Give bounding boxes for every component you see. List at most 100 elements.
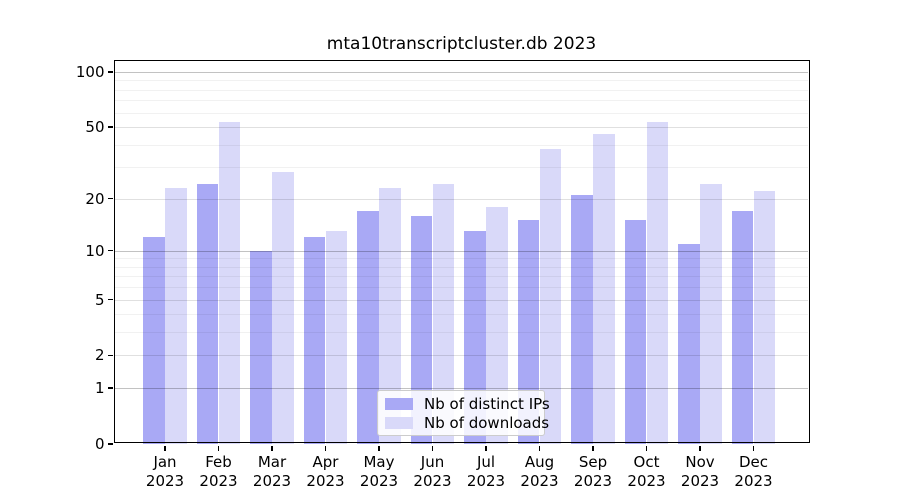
x-tick-may	[378, 445, 380, 451]
x-tick-label-sep: Sep 2023	[557, 453, 629, 490]
x-label-year: 2023	[466, 471, 506, 490]
x-tick-label-feb: Feb 2023	[183, 453, 255, 490]
bar-downloads-jun	[432, 184, 455, 444]
bar-downloads-jan	[165, 187, 187, 444]
x-tick-sep	[592, 445, 594, 451]
gridline-y-3	[115, 332, 808, 334]
x-tick-label-may: May 2023	[343, 453, 415, 490]
x-tick-jan	[164, 445, 166, 451]
x-label-year: 2023	[252, 471, 292, 490]
chart-title: mta10transcriptcluster.db 2023	[326, 34, 597, 54]
gridline-y-5	[115, 299, 808, 301]
x-tick-label-jan: Jan 2023	[129, 453, 201, 490]
bar-downloads-apr	[325, 231, 348, 444]
bar-downloads-may	[379, 187, 401, 444]
x-tick-label-jul: Jul 2023	[450, 453, 522, 490]
bar-downloads-aug	[539, 148, 562, 444]
x-label-month: Jun	[420, 453, 445, 471]
y-tick-label-10: 10	[85, 241, 105, 260]
x-label-year: 2023	[359, 471, 399, 490]
bar-ips-dec	[731, 210, 754, 444]
bar-ips-jan	[143, 237, 165, 444]
y-tick-1	[108, 387, 113, 389]
y-tick-label-100: 100	[75, 62, 105, 81]
x-tick-jun	[431, 445, 434, 451]
bar-downloads-mar	[272, 172, 294, 444]
legend-item-distinct-ips: Nb of distinct IPs	[385, 395, 550, 413]
y-tick-label-0: 0	[94, 435, 105, 453]
gridline-y-4	[115, 314, 808, 316]
gridline-y-2	[115, 355, 808, 357]
y-tick-label-2: 2	[94, 346, 105, 365]
x-tick-nov	[699, 445, 701, 451]
x-tick-oct	[645, 445, 648, 451]
x-tick-label-dec: Dec 2023	[718, 453, 790, 490]
x-label-month: Sep	[578, 453, 608, 471]
gridline-y-60	[115, 112, 808, 114]
x-tick-aug	[538, 445, 541, 451]
bar-ips-sep	[571, 194, 593, 444]
bar-ips-oct	[624, 220, 647, 444]
bar-ips-aug	[517, 220, 540, 444]
legend-label-distinct-ips: Nb of distinct IPs	[424, 394, 550, 413]
bar-ips-may	[357, 210, 379, 444]
x-label-month: Oct	[633, 453, 660, 471]
x-tick-dec	[752, 445, 755, 451]
gridline-y-10	[115, 250, 808, 252]
gridline-y-50	[115, 126, 808, 128]
legend-label-downloads: Nb of downloads	[424, 413, 550, 432]
y-tick-50	[108, 126, 113, 128]
gridline-y-40	[115, 144, 808, 146]
y-tick-label-50: 50	[85, 117, 105, 136]
y-tick-5	[108, 298, 113, 301]
x-label-month: Dec	[738, 453, 769, 471]
x-label-month: Feb	[205, 453, 232, 471]
x-label-month: Jul	[476, 453, 496, 471]
x-label-year: 2023	[145, 471, 185, 490]
bar-downloads-oct	[646, 122, 669, 444]
bar-downloads-sep	[593, 133, 615, 444]
x-label-year: 2023	[520, 471, 559, 490]
x-label-month: Nov	[685, 453, 715, 471]
gridline-y-9	[115, 258, 808, 260]
x-tick-label-oct: Oct 2023	[611, 453, 683, 490]
gridline-y-80	[115, 89, 808, 91]
x-tick-label-jun: Jun 2023	[397, 453, 469, 490]
x-label-month: Apr	[312, 453, 339, 471]
x-tick-apr	[324, 445, 327, 451]
gridline-y-20	[115, 198, 808, 200]
x-tick-label-aug: Aug 2023	[504, 453, 576, 490]
y-tick-100	[108, 71, 113, 73]
gridline-y-90	[115, 80, 808, 82]
bar-ips-mar	[250, 250, 272, 444]
y-tick-20	[108, 197, 113, 200]
x-tick-feb	[217, 445, 220, 451]
x-label-month: Jan	[153, 453, 177, 471]
y-tick-10	[108, 249, 113, 252]
y-tick-label-5: 5	[94, 290, 105, 309]
bar-ips-apr	[303, 237, 326, 444]
bar-downloads-jul	[486, 206, 508, 444]
gridline-y-100	[115, 71, 808, 73]
gridline-y-1	[115, 388, 808, 390]
x-tick-jul	[485, 445, 487, 451]
x-label-month: Aug	[524, 453, 555, 471]
bar-downloads-nov	[700, 184, 722, 444]
x-tick-mar	[271, 445, 273, 451]
x-label-month: Mar	[257, 453, 287, 471]
x-tick-label-apr: Apr 2023	[290, 453, 362, 490]
x-tick-label-mar: Mar 2023	[236, 453, 308, 490]
x-tick-label-nov: Nov 2023	[664, 453, 736, 490]
gridline-y-70	[115, 100, 808, 102]
y-tick-0	[108, 443, 113, 445]
gridline-y-30	[115, 167, 808, 169]
gridline-y-6	[115, 287, 808, 289]
y-tick-label-20: 20	[85, 189, 105, 208]
legend: Nb of distinct IPs Nb of downloads	[377, 390, 550, 436]
bar-downloads-dec	[753, 191, 776, 444]
x-label-year: 2023	[734, 471, 773, 490]
bar-ips-nov	[678, 243, 700, 444]
x-label-year: 2023	[306, 471, 345, 490]
x-label-year: 2023	[413, 471, 452, 490]
